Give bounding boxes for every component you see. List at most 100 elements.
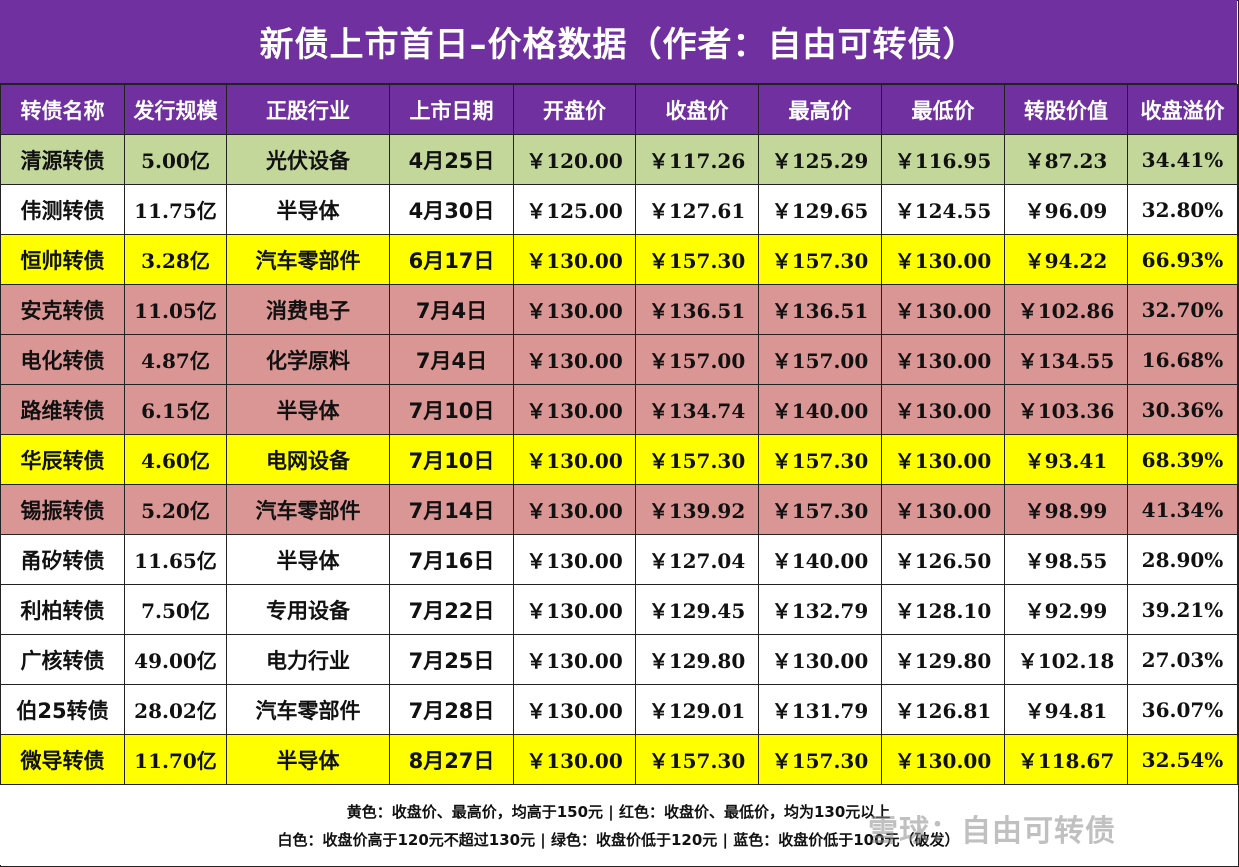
close-price-cell: ￥136.51 (635, 284, 759, 335)
table-row: 广核转债 49.00亿 电力行业 7月25日 ￥130.00 ￥129.80 ￥130.00… (0, 634, 1238, 685)
open-price-cell: ￥130.00 (513, 734, 636, 785)
bond-name-cell: 清源转债 (0, 134, 125, 185)
high-price-cell: ￥132.79 (758, 584, 882, 635)
column-header: 收盘溢价 (1127, 84, 1238, 135)
conversion-value-cell: ￥118.67 (1004, 734, 1128, 785)
table-row: 利柏转债 7.50亿 专用设备 7月22日 ￥130.00 ￥129.45 ￥132.79 ￥… (0, 584, 1238, 635)
conversion-value-cell: ￥87.23 (1004, 134, 1128, 185)
close-premium-cell: 66.93% (1127, 234, 1238, 285)
listing-date-cell: 7月28日 (389, 684, 514, 735)
listing-date-cell: 4月30日 (389, 184, 514, 235)
bond-name-cell: 伟测转债 (0, 184, 125, 235)
close-premium-cell: 36.07% (1127, 684, 1238, 735)
table-row: 华辰转债 4.60亿 电网设备 7月10日 ￥130.00 ￥157.30 ￥157.30 ￥… (0, 434, 1238, 485)
low-price-cell: ￥124.55 (881, 184, 1005, 235)
bond-name-cell: 电化转债 (0, 334, 125, 385)
table-row: 安克转债 11.05亿 消费电子 7月4日 ￥130.00 ￥136.51 ￥136.51 ￥… (0, 284, 1238, 335)
bond-name-cell: 锡振转债 (0, 484, 125, 535)
column-header: 收盘价 (635, 84, 759, 135)
close-price-cell: ￥134.74 (635, 384, 759, 435)
table-row: 甬矽转债 11.65亿 半导体 7月16日 ￥130.00 ￥127.04 ￥140.00 ￥… (0, 534, 1238, 585)
issue-size-cell: 6.15亿 (124, 384, 227, 435)
listing-date-cell: 7月22日 (389, 584, 514, 635)
bond-name-cell: 路维转债 (0, 384, 125, 435)
conversion-value-cell: ￥94.22 (1004, 234, 1128, 285)
conversion-value-cell: ￥98.55 (1004, 534, 1128, 585)
conversion-value-cell: ￥98.99 (1004, 484, 1128, 535)
issue-size-cell: 4.60亿 (124, 434, 227, 485)
low-price-cell: ￥130.00 (881, 434, 1005, 485)
table-row: 锡振转债 5.20亿 汽车零部件 7月14日 ￥130.00 ￥139.92 ￥157.30… (0, 484, 1238, 535)
bond-price-table: 转债名称 发行规模 正股行业 上市日期 开盘价 收盘价 最高价 最低价 转股价值 收盘溢价 清源转… (0, 84, 1238, 785)
close-premium-cell: 39.21% (1127, 584, 1238, 635)
high-price-cell: ￥140.00 (758, 534, 882, 585)
open-price-cell: ￥130.00 (513, 384, 636, 435)
listing-date-cell: 7月4日 (389, 284, 514, 335)
high-price-cell: ￥157.30 (758, 434, 882, 485)
issue-size-cell: 11.75亿 (124, 184, 227, 235)
industry-cell: 汽车零部件 (226, 484, 390, 535)
column-header: 发行规模 (124, 84, 227, 135)
high-price-cell: ￥140.00 (758, 384, 882, 435)
bond-name-cell: 利柏转债 (0, 584, 125, 635)
listing-date-cell: 7月25日 (389, 634, 514, 685)
low-price-cell: ￥116.95 (881, 134, 1005, 185)
close-premium-cell: 16.68% (1127, 334, 1238, 385)
close-price-cell: ￥157.30 (635, 434, 759, 485)
close-price-cell: ￥157.30 (635, 234, 759, 285)
industry-cell: 电网设备 (226, 434, 390, 485)
close-price-cell: ￥157.00 (635, 334, 759, 385)
table-row: 路维转债 6.15亿 半导体 7月10日 ￥130.00 ￥134.74 ￥140.00 ￥1… (0, 384, 1238, 435)
low-price-cell: ￥129.80 (881, 634, 1005, 685)
conversion-value-cell: ￥134.55 (1004, 334, 1128, 385)
table-row: 电化转债 4.87亿 化学原料 7月4日 ￥130.00 ￥157.00 ￥157.00 ￥1… (0, 334, 1238, 385)
column-header: 转债名称 (0, 84, 125, 135)
issue-size-cell: 7.50亿 (124, 584, 227, 635)
industry-cell: 电力行业 (226, 634, 390, 685)
close-premium-cell: 32.54% (1127, 734, 1238, 785)
close-price-cell: ￥129.45 (635, 584, 759, 635)
conversion-value-cell: ￥103.36 (1004, 384, 1128, 435)
bond-name-cell: 广核转债 (0, 634, 125, 685)
open-price-cell: ￥130.00 (513, 634, 636, 685)
conversion-value-cell: ￥92.99 (1004, 584, 1128, 635)
close-premium-cell: 28.90% (1127, 534, 1238, 585)
low-price-cell: ￥130.00 (881, 384, 1005, 435)
close-premium-cell: 68.39% (1127, 434, 1238, 485)
bond-name-cell: 甬矽转债 (0, 534, 125, 585)
industry-cell: 半导体 (226, 384, 390, 435)
legend-line-1: 黄色：收盘价、最高价，均高于150元 | 红色：收盘价、最低价，均为130元以上 (346, 803, 891, 821)
bond-name-cell: 安克转债 (0, 284, 125, 335)
low-price-cell: ￥130.00 (881, 284, 1005, 335)
column-header: 最高价 (758, 84, 882, 135)
table-row: 清源转债 5.00亿 光伏设备 4月25日 ￥120.00 ￥117.26 ￥125.29 ￥… (0, 134, 1238, 185)
close-premium-cell: 34.41% (1127, 134, 1238, 185)
column-header: 上市日期 (389, 84, 514, 135)
industry-cell: 汽车零部件 (226, 234, 390, 285)
open-price-cell: ￥130.00 (513, 534, 636, 585)
high-price-cell: ￥157.30 (758, 484, 882, 535)
bond-name-cell: 华辰转债 (0, 434, 125, 485)
close-price-cell: ￥157.30 (635, 734, 759, 785)
listing-date-cell: 7月10日 (389, 434, 514, 485)
close-price-cell: ￥129.80 (635, 634, 759, 685)
industry-cell: 消费电子 (226, 284, 390, 335)
close-price-cell: ￥139.92 (635, 484, 759, 535)
low-price-cell: ￥130.00 (881, 484, 1005, 535)
issue-size-cell: 49.00亿 (124, 634, 227, 685)
open-price-cell: ￥130.00 (513, 684, 636, 735)
industry-cell: 专用设备 (226, 584, 390, 635)
issue-size-cell: 11.65亿 (124, 534, 227, 585)
conversion-value-cell: ￥102.18 (1004, 634, 1128, 685)
listing-date-cell: 8月27日 (389, 734, 514, 785)
high-price-cell: ￥131.79 (758, 684, 882, 735)
table-row: 微导转债 11.70亿 半导体 8月27日 ￥130.00 ￥157.30 ￥157.30 ￥… (0, 734, 1238, 785)
issue-size-cell: 3.28亿 (124, 234, 227, 285)
high-price-cell: ￥157.00 (758, 334, 882, 385)
high-price-cell: ￥157.30 (758, 234, 882, 285)
listing-date-cell: 7月14日 (389, 484, 514, 535)
industry-cell: 化学原料 (226, 334, 390, 385)
issue-size-cell: 4.87亿 (124, 334, 227, 385)
industry-cell: 半导体 (226, 734, 390, 785)
table-row: 伟测转债 11.75亿 半导体 4月30日 ￥125.00 ￥127.61 ￥129.65 ￥… (0, 184, 1238, 235)
